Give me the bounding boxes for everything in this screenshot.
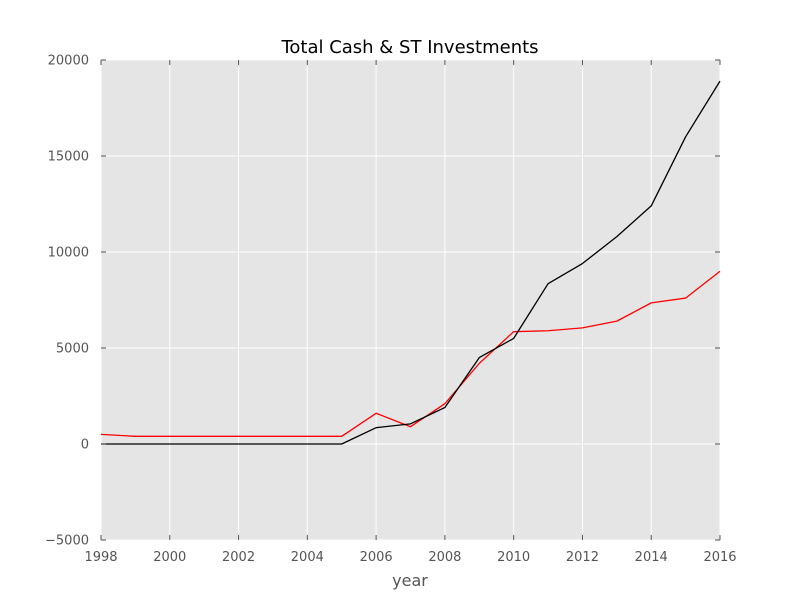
x-tick-label: 2010	[497, 550, 530, 565]
x-tick-label: 2000	[153, 550, 186, 565]
y-tick-label: 15000	[48, 150, 89, 165]
x-tick-label: 2014	[635, 550, 668, 565]
x-tick-label: 1998	[84, 550, 117, 565]
series-line-1	[101, 80, 721, 445]
x-tick-label: 2004	[291, 550, 324, 565]
x-tick-label: 2016	[703, 550, 736, 565]
y-tick-label: 0	[81, 438, 89, 453]
chart-title: Total Cash & ST Investments	[280, 37, 538, 58]
x-tick-label: 2006	[360, 550, 393, 565]
x-tick-label: 2008	[428, 550, 461, 565]
axis-ticks: 1998 2000 2002 2004 2006 2008 2010 2012 2014 2016…	[45, 54, 737, 566]
plot-background	[101, 60, 720, 540]
y-tick-label: 5000	[56, 342, 89, 357]
y-tick-label: −5000	[45, 534, 89, 549]
x-tick-label: 2012	[566, 550, 599, 565]
y-tick-label: 10000	[48, 246, 89, 261]
series-lines	[100, 80, 721, 445]
x-axis-label: year	[392, 571, 428, 590]
series-line-0	[100, 270, 721, 437]
y-tick-label: 20000	[48, 54, 89, 69]
x-tick-label: 2002	[222, 550, 255, 565]
